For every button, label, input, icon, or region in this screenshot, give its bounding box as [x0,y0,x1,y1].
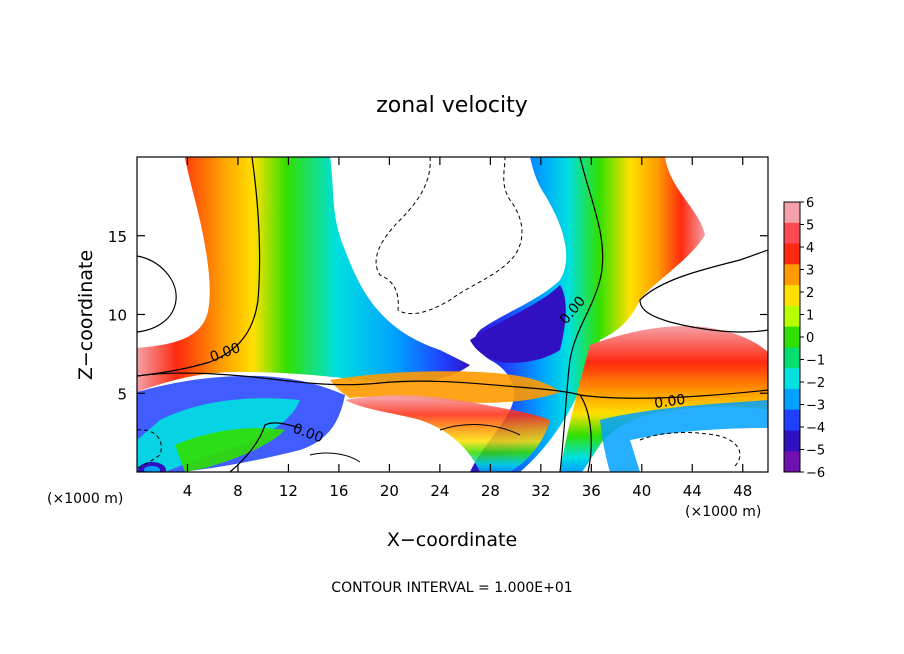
x-tick-label: 24 [430,482,449,500]
colorbar-label: 0 [806,331,814,346]
x-tick-label: 12 [279,482,298,500]
x-unit-left: (×1000 m) [47,491,123,507]
colorbar-swatch [784,409,800,431]
x-tick-label: 16 [329,482,348,500]
x-axis-label: X−coordinate [387,529,517,551]
contour-label: 0.00 [653,392,686,412]
colorbar-label: 5 [806,219,814,234]
colorbar-label: −4 [806,421,825,436]
colorbar-label: 4 [806,241,814,256]
y-tick-label: 5 [117,385,127,403]
contour-lines [137,157,768,472]
colorbar-swatch [784,347,800,369]
x-unit-right: (×1000 m) [685,504,761,520]
contour-fill [137,157,768,472]
colorbar-label: −6 [806,466,825,481]
colorbar-swatch [784,202,800,224]
y-tick-label: 10 [108,307,127,325]
colorbar-label: 3 [806,264,814,279]
colorbar-swatch [784,305,800,328]
east-jet-band [560,325,768,472]
colorbar-label: −3 [806,399,825,414]
colorbar-swatch [784,368,800,390]
x-tick-label: 48 [733,482,752,500]
colorbar-swatch [784,388,800,411]
colorbar-swatch [784,451,800,473]
x-tick-label: 40 [632,482,651,500]
colorbar-swatch [784,222,800,245]
colorbar-swatch [784,264,800,286]
colorbar: 6 5 4 3 2 1 0 −1 −2 −3 −4 −5 −6 [783,196,825,481]
negative-contours [137,157,741,469]
colorbar-label: −2 [806,376,825,391]
x-tick-label: 28 [481,482,500,500]
y-tick-label: 15 [108,228,127,246]
colorbar-swatch [784,243,800,265]
chart-title: zonal velocity [376,93,528,118]
x-tick-label: 32 [531,482,550,500]
colorbar-label: 2 [806,286,814,301]
x-tick-label: 8 [233,482,243,500]
west-jet-band [137,157,470,392]
contour-interval-note: CONTOUR INTERVAL = 1.000E+01 [331,580,572,596]
colorbar-label: 6 [806,196,814,211]
x-tick-label: 4 [183,482,193,500]
y-axis-label: Z−coordinate [75,250,97,380]
x-tick-label: 36 [582,482,601,500]
x-tick-label: 20 [380,482,399,500]
colorbar-label: −1 [806,354,825,369]
colorbar-swatch [784,285,800,307]
colorbar-label: 1 [806,309,814,324]
colorbar-swatch [784,430,800,452]
colorbar-label: −5 [806,444,825,459]
x-tick-label: 44 [683,482,702,500]
colorbar-swatch [784,326,800,348]
mid-level-band [330,371,560,403]
